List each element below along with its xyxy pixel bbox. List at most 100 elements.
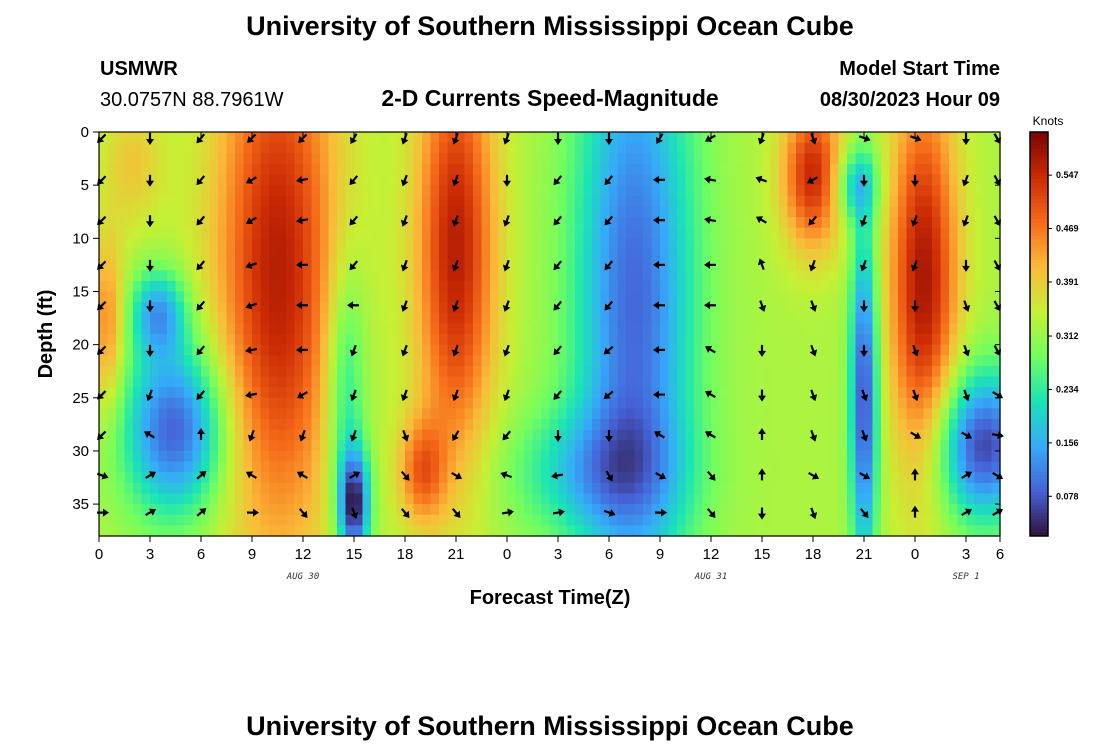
heatmap-cell <box>311 174 321 186</box>
heatmap-cell <box>949 142 959 154</box>
heatmap-cell <box>736 429 746 441</box>
heatmap-cell <box>447 472 457 484</box>
current-vector <box>808 259 817 272</box>
heatmap-cell <box>957 291 967 303</box>
heatmap-cell <box>957 365 967 378</box>
heatmap-cell <box>269 132 279 144</box>
heatmap-cell <box>889 482 899 495</box>
heatmap-cell <box>762 163 772 176</box>
heatmap-cell <box>133 344 143 356</box>
colorbar-segment <box>1030 148 1048 153</box>
heatmap-cell <box>864 461 874 473</box>
heatmap-cell <box>796 355 806 367</box>
heatmap-cell <box>286 450 296 463</box>
heatmap-cell <box>728 482 738 495</box>
heatmap-cell <box>303 174 313 186</box>
colorbar-segment <box>1030 374 1048 379</box>
heatmap-cell <box>99 514 109 526</box>
heatmap-cell <box>507 174 517 186</box>
heatmap-cell <box>150 323 160 335</box>
heatmap-cell <box>728 132 738 144</box>
heatmap-cell <box>388 472 398 484</box>
heatmap-cell <box>915 142 925 154</box>
heatmap-cell <box>167 376 177 388</box>
heatmap-cell <box>133 142 143 154</box>
heatmap-cell <box>575 142 585 154</box>
heatmap-cell <box>600 504 610 516</box>
heatmap-cell <box>192 376 202 388</box>
current-vector <box>653 216 665 225</box>
heatmap-cell <box>133 440 143 452</box>
heatmap-cell <box>957 312 967 324</box>
heatmap-cell <box>107 334 117 346</box>
heatmap-cell <box>371 355 381 367</box>
heatmap-cell <box>634 280 644 293</box>
heatmap-cell <box>609 365 619 378</box>
heatmap-cell <box>677 227 687 239</box>
heatmap-cell <box>498 504 508 516</box>
heatmap-cell <box>447 132 457 144</box>
heatmap-cell <box>277 429 287 441</box>
heatmap-cell <box>583 132 593 144</box>
heatmap-cell <box>762 312 772 324</box>
heatmap-cell <box>447 461 457 473</box>
heatmap-cell <box>413 408 423 420</box>
heatmap-cell <box>286 419 296 431</box>
heatmap-cell <box>133 153 143 165</box>
heatmap-cell <box>532 206 542 218</box>
heatmap-cell <box>549 238 559 250</box>
heatmap-cell <box>430 482 440 495</box>
heatmap-cell <box>507 163 517 176</box>
heatmap-cell <box>158 270 168 282</box>
heatmap-cell <box>422 206 432 218</box>
heatmap-cell <box>507 227 517 239</box>
colorbar-segment <box>1030 280 1048 284</box>
heatmap-cell <box>821 238 831 250</box>
heatmap-cell <box>286 365 296 378</box>
heatmap-cell <box>209 482 219 495</box>
heatmap-cell <box>260 291 270 303</box>
heatmap-cell <box>600 419 610 431</box>
heatmap-cell <box>277 440 287 452</box>
heatmap-cell <box>311 217 321 229</box>
heatmap-cell <box>430 450 440 463</box>
heatmap-cell <box>447 440 457 452</box>
heatmap-cell <box>770 270 780 282</box>
heatmap-cell <box>821 525 831 537</box>
heatmap-cell <box>906 376 916 388</box>
heatmap-cell <box>252 291 262 303</box>
heatmap-cell <box>226 408 236 420</box>
heatmap-cell <box>898 270 908 282</box>
heatmap-cell <box>286 195 296 208</box>
heatmap-cell <box>413 238 423 250</box>
heatmap-cell <box>184 334 194 346</box>
heatmap-cell <box>617 217 627 229</box>
heatmap-cell <box>269 248 279 261</box>
current-vector <box>400 508 410 518</box>
heatmap-cell <box>762 493 772 505</box>
heatmap-cell <box>422 387 432 399</box>
heatmap-cell <box>371 514 381 526</box>
colorbar-segment <box>1030 236 1048 241</box>
heatmap-cell <box>991 227 1001 239</box>
heatmap-cell <box>243 248 253 261</box>
heatmap-cell <box>226 450 236 463</box>
station-name: USMWR <box>100 58 178 80</box>
heatmap-cell <box>983 259 993 271</box>
heatmap-cell <box>413 525 423 537</box>
heatmap-cell <box>906 440 916 452</box>
heatmap-cell <box>974 142 984 154</box>
heatmap-cell <box>158 472 168 484</box>
heatmap-cell <box>787 206 797 218</box>
heatmap-cell <box>583 195 593 208</box>
heatmap-cell <box>354 302 364 314</box>
heatmap-cell <box>762 472 772 484</box>
heatmap-cell <box>991 238 1001 250</box>
heatmap-cell <box>957 419 967 431</box>
heatmap-cell <box>481 429 491 441</box>
heatmap-cell <box>328 450 338 463</box>
heatmap-cell <box>260 493 270 505</box>
heatmap-cell <box>787 355 797 367</box>
heatmap-cell <box>388 217 398 229</box>
heatmap-cell <box>804 259 814 271</box>
